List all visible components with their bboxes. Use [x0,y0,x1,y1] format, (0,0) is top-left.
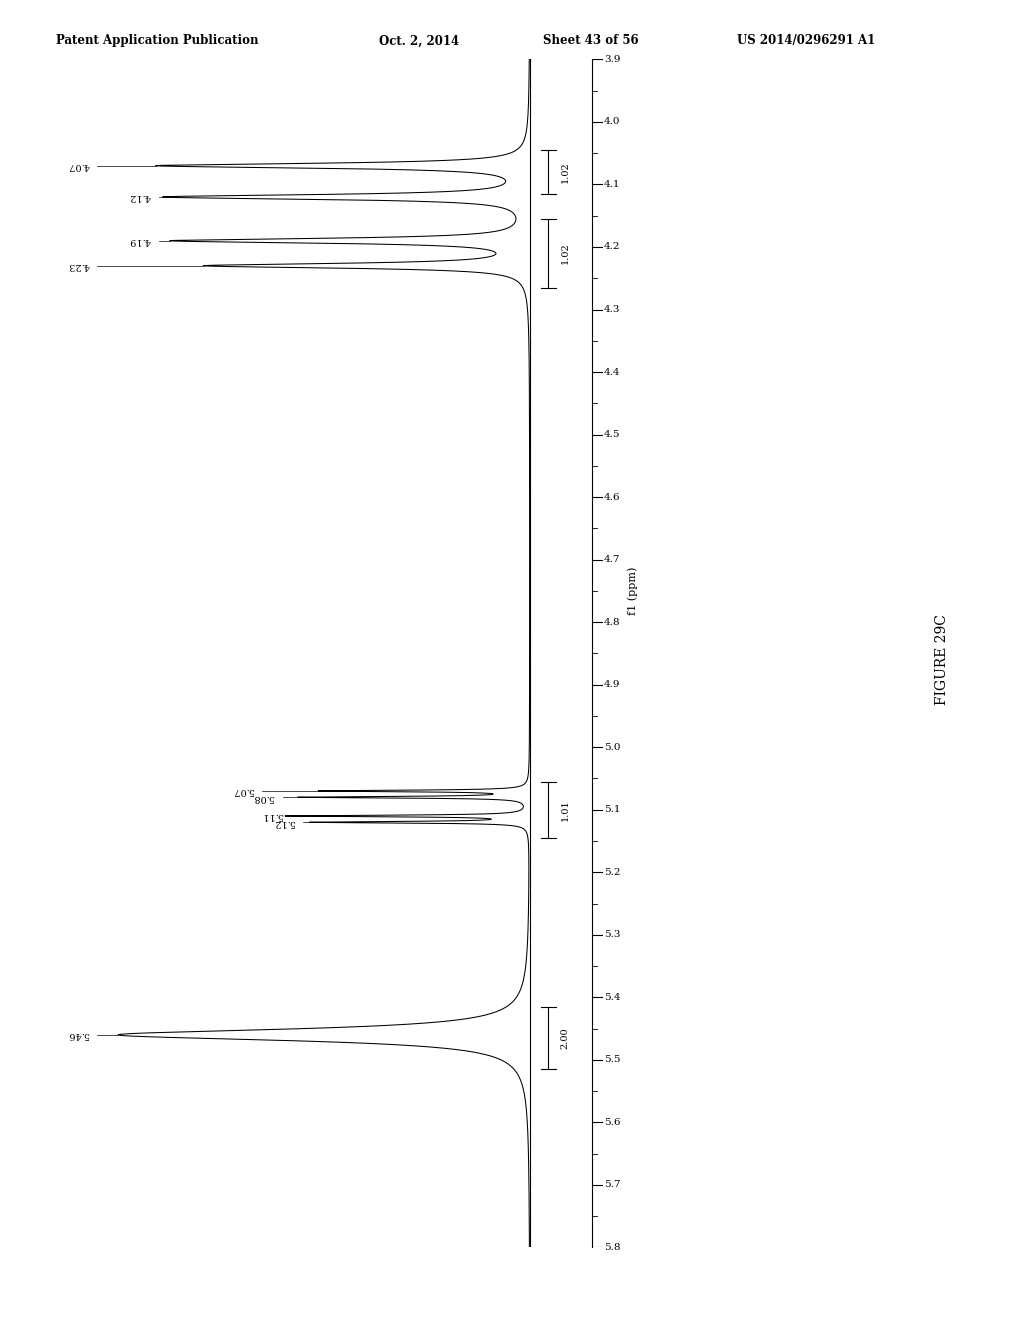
Text: 4.9: 4.9 [604,680,621,689]
Text: 5.08: 5.08 [253,793,274,801]
Text: 5.5: 5.5 [604,1055,621,1064]
Text: 4.07: 4.07 [68,161,89,170]
Text: 4.2: 4.2 [604,243,621,252]
Text: Oct. 2, 2014: Oct. 2, 2014 [379,34,459,48]
Text: 1.02: 1.02 [561,243,569,264]
Text: 5.8: 5.8 [604,1243,621,1251]
Text: 5.3: 5.3 [604,931,621,940]
Text: 3.9: 3.9 [604,55,621,63]
Text: 5.7: 5.7 [604,1180,621,1189]
Text: 5.4: 5.4 [604,993,621,1002]
Text: 4.7: 4.7 [604,556,621,564]
Text: Patent Application Publication: Patent Application Publication [56,34,259,48]
Text: Sheet 43 of 56: Sheet 43 of 56 [543,34,638,48]
Text: 4.8: 4.8 [604,618,621,627]
Text: 4.0: 4.0 [604,117,621,127]
Text: 1.02: 1.02 [561,161,569,183]
Text: f1 (ppm): f1 (ppm) [628,566,638,615]
Text: 5.46: 5.46 [68,1031,89,1039]
Text: 5.1: 5.1 [604,805,621,814]
Text: 5.07: 5.07 [232,787,254,796]
Text: 2.00: 2.00 [561,1027,569,1049]
Text: 4.12: 4.12 [129,193,151,202]
Text: FIGURE 29C: FIGURE 29C [935,615,949,705]
Text: US 2014/0296291 A1: US 2014/0296291 A1 [737,34,876,48]
Text: 4.6: 4.6 [604,492,621,502]
Text: 5.0: 5.0 [604,743,621,751]
Text: 4.3: 4.3 [604,305,621,314]
Text: 5.2: 5.2 [604,867,621,876]
Text: 4.1: 4.1 [604,180,621,189]
Text: 5.6: 5.6 [604,1118,621,1127]
Text: 5.12: 5.12 [273,817,295,826]
Text: 5.11: 5.11 [261,812,283,821]
Text: 4.23: 4.23 [68,261,89,271]
Text: 4.4: 4.4 [604,367,621,376]
Text: 1.01: 1.01 [561,799,569,821]
Text: 4.19: 4.19 [129,236,151,246]
Text: 4.5: 4.5 [604,430,621,440]
